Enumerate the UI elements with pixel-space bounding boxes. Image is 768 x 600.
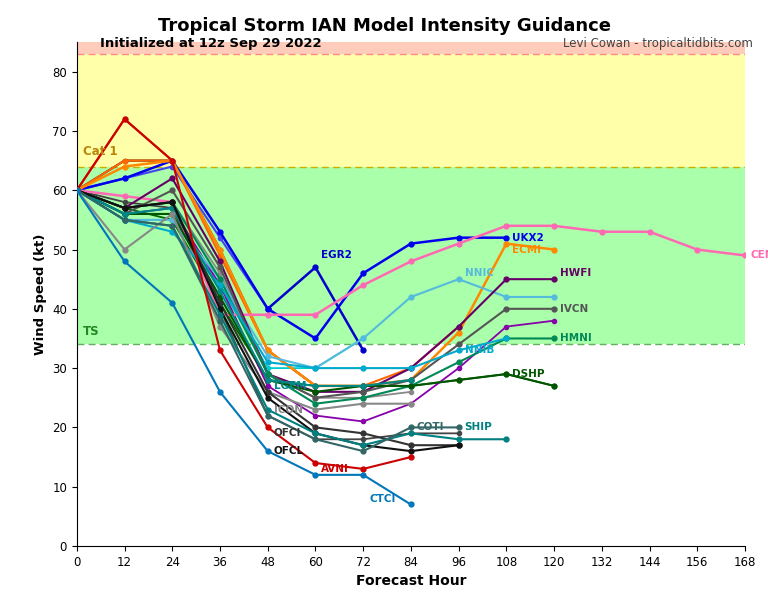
Text: Cat 1: Cat 1 bbox=[83, 145, 118, 158]
Y-axis label: Wind Speed (kt): Wind Speed (kt) bbox=[34, 233, 47, 355]
Text: COTI: COTI bbox=[417, 422, 445, 433]
Text: DSHP: DSHP bbox=[512, 369, 545, 379]
Bar bbox=[77, 54, 745, 167]
Text: EGR2: EGR2 bbox=[321, 250, 353, 260]
Text: UKX2: UKX2 bbox=[512, 233, 544, 242]
Text: TS: TS bbox=[83, 325, 99, 338]
Text: LGEM: LGEM bbox=[273, 381, 306, 391]
Bar bbox=[77, 344, 745, 546]
Text: Levi Cowan - tropicaltidbits.com: Levi Cowan - tropicaltidbits.com bbox=[563, 37, 753, 50]
Text: NNIC: NNIC bbox=[465, 268, 494, 278]
Text: ECMI: ECMI bbox=[512, 245, 541, 254]
Bar bbox=[77, 167, 745, 344]
Text: Initialized at 12z Sep 29 2022: Initialized at 12z Sep 29 2022 bbox=[100, 37, 322, 50]
Text: CEM2: CEM2 bbox=[751, 250, 768, 260]
Text: HWFI: HWFI bbox=[560, 268, 591, 278]
Text: AVNI: AVNI bbox=[321, 464, 349, 474]
Bar bbox=[77, 13, 745, 54]
Text: ICON: ICON bbox=[273, 404, 303, 415]
X-axis label: Forecast Hour: Forecast Hour bbox=[356, 574, 466, 588]
Text: NNIB: NNIB bbox=[465, 346, 494, 355]
Text: HMNI: HMNI bbox=[560, 334, 592, 343]
Text: OFCL: OFCL bbox=[273, 446, 304, 456]
Text: SHIP: SHIP bbox=[465, 422, 492, 433]
Text: Tropical Storm IAN Model Intensity Guidance: Tropical Storm IAN Model Intensity Guida… bbox=[157, 17, 611, 35]
Text: IVCN: IVCN bbox=[560, 304, 588, 314]
Text: CTCI: CTCI bbox=[369, 494, 396, 503]
Text: OFCI: OFCI bbox=[273, 428, 301, 439]
